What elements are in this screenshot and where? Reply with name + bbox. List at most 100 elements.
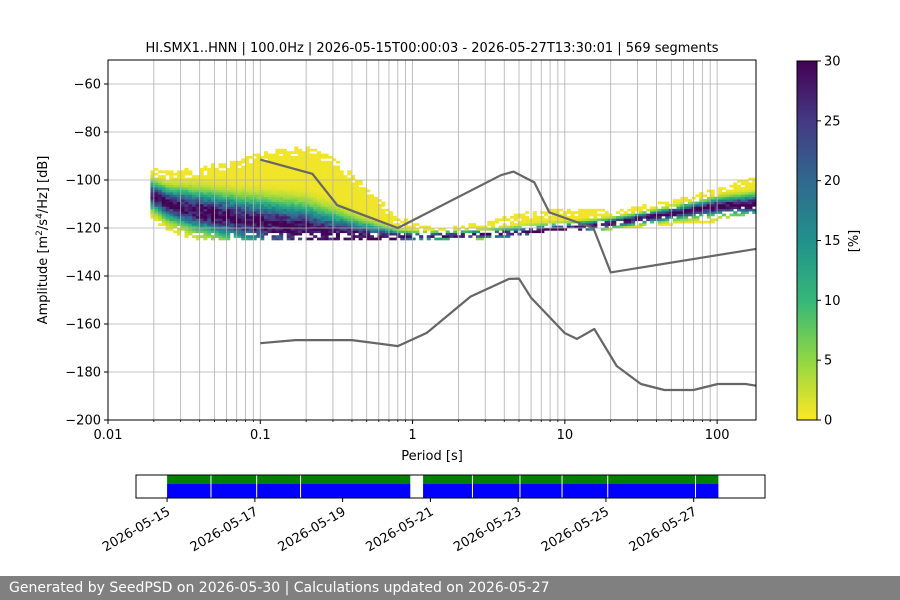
heatmap-cell [339,225,344,229]
heatmap-cell [631,206,636,210]
heatmap-cell [286,153,291,157]
heatmap-cell [286,225,291,229]
heatmap-cell [218,196,223,200]
heatmap-cell [260,172,265,176]
heatmap-cell [256,189,261,193]
heatmap-cell [271,218,276,222]
heatmap-cell [176,204,182,207]
heatmap-cell [574,211,579,214]
heatmap-cell [192,223,197,226]
heatmap-cell [721,187,727,190]
heatmap-cell [305,194,310,198]
heatmap-cell [222,206,227,210]
heatmap-cell [279,208,284,212]
heatmap-cell [161,170,166,174]
heatmap-cell [245,223,250,226]
heatmap-cell [248,213,253,217]
heatmap-cell [544,213,549,217]
heatmap-cell [229,228,235,231]
heatmap-cell [642,204,647,207]
heatmap-cell [229,180,235,183]
heatmap-cell [578,228,583,231]
heatmap-cell [267,213,272,217]
heatmap-cell [316,201,322,205]
heatmap-cell [491,225,496,229]
heatmap-cell [301,168,306,171]
heatmap-cell [509,225,515,229]
heatmap-cell [256,194,261,198]
heatmap-cell [585,228,590,231]
heatmap-cell [313,199,318,202]
heatmap-cell [714,211,719,214]
heatmap-cell [286,230,291,234]
heatmap-cell [275,218,280,222]
heatmap-cell [320,216,325,219]
heatmap-cell [597,208,602,212]
heatmap-cell [581,208,586,212]
heatmap-cell [169,228,174,231]
heatmap-cell [487,223,492,226]
heatmap-cell [634,213,639,217]
heatmap-cell [373,220,378,224]
heatmap-cell [188,199,193,202]
heatmap-cell [173,196,178,200]
heatmap-cell [275,199,280,202]
heatmap-cell [381,230,386,234]
heatmap-cell [229,192,235,195]
heatmap-cell [332,220,337,224]
heatmap-cell [351,182,356,186]
heatmap-cell [165,180,170,183]
heatmap-cell [729,208,734,212]
heatmap-cell [627,213,632,217]
heatmap-cell [612,220,617,224]
heatmap-cell [316,177,322,181]
heatmap-cell [154,211,159,214]
heatmap-cell [328,172,333,176]
heatmap-cell [354,216,359,219]
heatmap-cell [176,208,182,212]
heatmap-cell [366,206,371,210]
heatmap-cell [347,170,352,174]
heatmap-cell [290,211,295,214]
heatmap-cell [718,196,723,200]
heatmap-cell [165,211,170,214]
heatmap-cell [661,218,666,222]
heatmap-cell [487,220,492,224]
heatmap-cell [184,206,189,210]
heatmap-cell [260,204,265,207]
heatmap-cell [188,220,193,224]
heatmap-cell [256,201,261,205]
heatmap-cell [226,232,231,236]
heatmap-cell [260,177,265,181]
heatmap-cell [301,194,306,198]
heatmap-cell [366,208,371,212]
heatmap-cell [241,204,246,207]
heatmap-cell [229,177,235,181]
heatmap-cell [207,201,212,205]
heatmap-cell [298,237,303,241]
heatmap-cell [248,184,253,188]
heatmap-cell [744,182,749,186]
heatmap-cell [222,223,227,226]
heatmap-cell [544,220,549,224]
heatmap-cell [320,199,325,202]
heatmap-cell [267,218,272,222]
heatmap-cell [158,211,163,214]
heatmap-cell [328,168,333,171]
heatmap-cell [271,184,276,188]
heatmap-cell [260,232,265,236]
heatmap-cell [339,204,344,207]
heatmap-cell [233,160,238,164]
heatmap-cell [748,192,753,195]
heatmap-cell [271,220,276,224]
heatmap-cell [282,175,287,178]
heatmap-cell [309,216,314,219]
heatmap-cell [176,232,182,236]
heatmap-cell [309,156,314,159]
heatmap-cell [339,177,344,181]
y-tick-label: −120 [65,222,101,237]
heatmap-cell [377,225,382,229]
heatmap-cell [358,189,363,193]
heatmap-cell [154,206,159,210]
heatmap-cell [158,204,163,207]
